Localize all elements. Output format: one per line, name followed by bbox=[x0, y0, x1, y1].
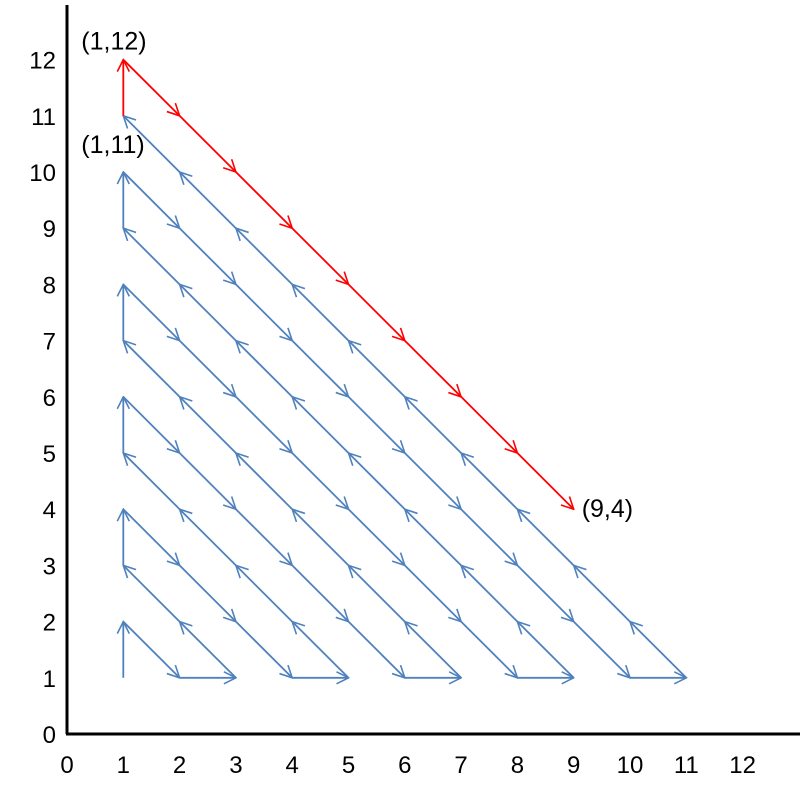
y-tick-label: 8 bbox=[43, 272, 56, 299]
y-tick-label: 10 bbox=[29, 160, 56, 187]
y-tick-label: 0 bbox=[43, 722, 56, 749]
point-label: (1,11) bbox=[81, 131, 144, 159]
blue-path-segment bbox=[236, 228, 293, 286]
y-tick-label: 2 bbox=[43, 610, 56, 637]
blue-path-segment bbox=[405, 622, 462, 679]
red-path-segment bbox=[235, 171, 292, 228]
blue-path-segment bbox=[235, 508, 292, 565]
blue-path-segment bbox=[347, 508, 405, 565]
x-tick-label: 12 bbox=[729, 752, 756, 779]
red-path-segment bbox=[404, 339, 461, 397]
x-tick-label: 8 bbox=[511, 752, 524, 779]
blue-path-segment bbox=[122, 171, 179, 228]
x-tick-label: 4 bbox=[286, 752, 299, 779]
y-tick-label: 6 bbox=[43, 385, 56, 412]
blue-path-segment bbox=[292, 284, 350, 342]
blue-path-segment bbox=[405, 397, 462, 454]
blue-path-segment bbox=[573, 620, 630, 678]
point-label: (9,4) bbox=[582, 495, 633, 523]
blue-path-segment bbox=[180, 284, 237, 342]
blue-path-segment bbox=[347, 620, 405, 678]
blue-path-segment bbox=[122, 396, 179, 453]
blue-path-segment bbox=[574, 565, 631, 623]
x-tick-label: 9 bbox=[567, 752, 580, 779]
blue-path-segment bbox=[122, 283, 179, 340]
red-path-segment bbox=[460, 396, 517, 453]
blue-path-segment bbox=[461, 453, 519, 510]
blue-path-segment bbox=[461, 565, 519, 623]
blue-path-segment bbox=[292, 509, 350, 567]
point-label: (1,12) bbox=[81, 28, 146, 56]
x-tick-label: 11 bbox=[674, 752, 699, 779]
blue-path-segment bbox=[236, 565, 293, 623]
y-tick-label: 3 bbox=[43, 553, 56, 580]
blue-path-segment bbox=[123, 453, 181, 510]
blue-path-segment bbox=[235, 620, 292, 678]
blue-path-segment bbox=[122, 620, 179, 678]
y-tick-label: 9 bbox=[43, 216, 56, 243]
blue-path-segment bbox=[180, 509, 237, 567]
blue-path-segment bbox=[123, 341, 181, 398]
x-tick-label: 7 bbox=[454, 752, 467, 779]
blue-path-segment bbox=[236, 453, 293, 510]
blue-path-segment bbox=[517, 622, 575, 679]
x-tick-label: 3 bbox=[229, 752, 242, 779]
blue-path-segment bbox=[235, 396, 292, 453]
blue-path-segment bbox=[180, 397, 237, 454]
point-labels: (1,12) (1,11) (9,4) bbox=[81, 28, 633, 524]
blue-path-segment bbox=[517, 509, 575, 567]
blue-path-segment bbox=[178, 452, 236, 509]
blue-path-segment bbox=[291, 339, 348, 397]
y-tick-label: 7 bbox=[43, 329, 56, 356]
blue-path-segment bbox=[347, 396, 405, 453]
y-tick-label: 11 bbox=[31, 104, 56, 131]
y-tick-label: 4 bbox=[43, 497, 56, 524]
path-segments bbox=[123, 60, 686, 678]
blue-path-segment bbox=[291, 452, 348, 509]
blue-path-segment bbox=[460, 508, 517, 565]
x-tick-label: 1 bbox=[117, 752, 130, 779]
x-tick-label: 2 bbox=[173, 752, 186, 779]
blue-path-segment bbox=[122, 508, 179, 565]
blue-path-segment bbox=[349, 565, 406, 623]
y-tick-label: 12 bbox=[29, 48, 56, 75]
blue-path-segment bbox=[516, 564, 573, 621]
blue-path-segment bbox=[180, 172, 237, 229]
blue-path-segment bbox=[180, 622, 237, 679]
x-tick-label: 6 bbox=[398, 752, 411, 779]
blue-path-segment bbox=[123, 116, 181, 173]
blue-path-segment bbox=[630, 622, 687, 679]
red-path-segment bbox=[516, 452, 573, 509]
red-path-segment bbox=[122, 58, 179, 116]
red-path-segment bbox=[178, 115, 236, 172]
blue-path-segment bbox=[404, 564, 461, 621]
x-tick-label: 5 bbox=[342, 752, 355, 779]
x-tick-labels: 0 1 2 3 4 5 6 7 8 9 10 11 12 bbox=[60, 752, 756, 779]
blue-path-segment bbox=[405, 509, 462, 567]
blue-path-segment bbox=[123, 228, 181, 286]
blue-path-segment bbox=[235, 283, 292, 340]
red-path-segment bbox=[291, 227, 348, 284]
blue-path-segment bbox=[292, 397, 350, 454]
x-tick-label: 0 bbox=[60, 752, 73, 779]
blue-path-segment bbox=[349, 341, 406, 398]
blue-path-segment bbox=[178, 564, 236, 621]
y-tick-label: 1 bbox=[43, 666, 56, 693]
blue-path-segment bbox=[178, 339, 236, 397]
blue-path-segment bbox=[349, 453, 406, 510]
blue-path-segment bbox=[123, 565, 181, 623]
y-tick-label: 5 bbox=[43, 441, 56, 468]
blue-path-segment bbox=[460, 620, 517, 678]
x-tick-label: 10 bbox=[617, 752, 644, 779]
blue-path-segment bbox=[236, 341, 293, 398]
red-path-segment bbox=[347, 283, 405, 340]
blue-path-segment bbox=[291, 564, 348, 621]
blue-path-segment bbox=[404, 452, 461, 509]
blue-path-segment bbox=[178, 227, 236, 284]
blue-path-segment bbox=[292, 622, 350, 679]
